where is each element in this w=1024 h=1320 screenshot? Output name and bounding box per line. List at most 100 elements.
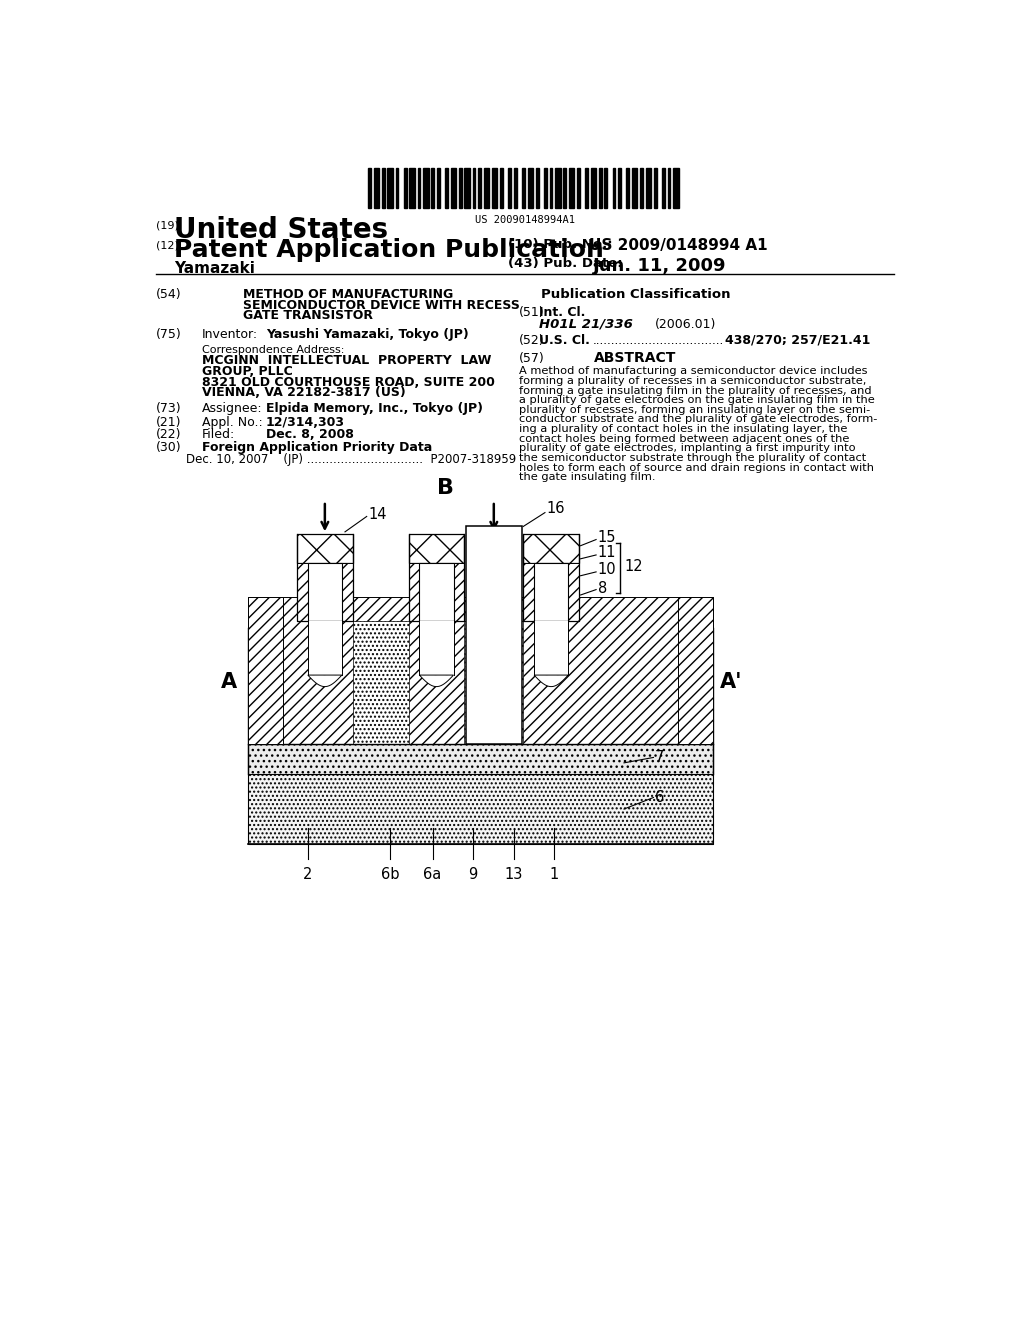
Text: ing a plurality of contact holes in the insulating layer, the: ing a plurality of contact holes in the … [519,424,848,434]
Bar [577,168,580,207]
Bar [473,168,475,207]
Bar [248,598,713,743]
Bar [464,622,523,743]
Text: 12: 12 [624,558,643,574]
Bar [544,168,547,207]
Text: Jun. 11, 2009: Jun. 11, 2009 [593,257,726,275]
Bar [374,168,379,207]
Bar [308,564,342,622]
Text: (19): (19) [156,220,179,230]
Bar [591,168,596,207]
Bar [523,535,579,564]
Text: 2: 2 [303,867,312,882]
Bar [478,168,481,207]
Bar [403,168,407,207]
Text: (73): (73) [156,401,181,414]
Bar [586,168,588,207]
Text: ...................................: ................................... [593,334,724,347]
Bar [297,535,352,564]
Bar [632,168,637,207]
Bar [382,168,385,207]
Text: Appl. No.:: Appl. No.: [202,416,262,429]
Bar [668,168,671,207]
Text: METHOD OF MANUFACTURING: METHOD OF MANUFACTURING [243,288,453,301]
Text: GATE TRANSISTOR: GATE TRANSISTOR [243,309,373,322]
Text: Correspondence Address:: Correspondence Address: [202,345,344,355]
Bar [423,168,429,207]
Bar [418,168,421,207]
Text: plurality of recesses, forming an insulating layer on the semi-: plurality of recesses, forming an insula… [519,405,870,414]
Text: US 20090148994A1: US 20090148994A1 [475,215,574,226]
Bar [445,168,447,207]
Text: Publication Classification: Publication Classification [541,288,730,301]
Text: (54): (54) [156,288,181,301]
Bar [627,168,629,207]
Text: (57): (57) [519,352,545,366]
Text: (43) Pub. Date:: (43) Pub. Date: [508,257,623,271]
Bar [527,168,534,207]
Bar [483,168,489,207]
Text: the gate insulating film.: the gate insulating film. [519,473,656,482]
Text: VIENNA, VA 22182-3817 (US): VIENNA, VA 22182-3817 (US) [202,387,406,400]
Bar [604,168,607,207]
Bar [248,598,283,743]
Text: (2006.01): (2006.01) [655,318,717,331]
Text: holes to form each of source and drain regions in contact with: holes to form each of source and drain r… [519,462,874,473]
Text: 8321 OLD COURTHOUSE ROAD, SUITE 200: 8321 OLD COURTHOUSE ROAD, SUITE 200 [202,376,495,388]
Bar [431,168,434,207]
Bar [673,168,679,207]
Bar [492,168,498,207]
Text: plurality of gate electrodes, implanting a first impurity into: plurality of gate electrodes, implanting… [519,444,856,453]
Bar [550,168,552,207]
Text: Elpida Memory, Inc., Tokyo (JP): Elpida Memory, Inc., Tokyo (JP) [266,401,483,414]
Polygon shape [535,675,568,686]
Bar [646,168,651,207]
Bar [654,168,656,207]
Text: 16: 16 [547,502,565,516]
Bar [568,168,574,207]
Text: GROUP, PLLC: GROUP, PLLC [202,364,293,378]
Bar [410,168,415,207]
Text: (52): (52) [519,334,545,347]
Text: Foreign Application Priority Data: Foreign Application Priority Data [202,441,432,454]
Text: 6b: 6b [381,867,399,882]
Text: U.S. Cl.: U.S. Cl. [539,334,590,347]
Text: United States: United States [174,216,389,244]
Text: 8: 8 [598,581,607,595]
Polygon shape [308,675,342,686]
Text: 438/270; 257/E21.41: 438/270; 257/E21.41 [725,334,870,347]
Text: (10) Pub. No.:: (10) Pub. No.: [508,239,617,252]
Text: Assignee:: Assignee: [202,401,262,414]
Bar [568,564,579,622]
Bar [420,622,454,675]
Text: conductor substrate and the plurality of gate electrodes, form-: conductor substrate and the plurality of… [519,414,878,425]
Bar [466,527,521,743]
Text: (75): (75) [156,327,181,341]
Bar [599,168,602,207]
Bar [409,564,420,622]
Text: B: B [437,478,455,498]
Text: Dec. 10, 2007    (JP) ...............................  P2007-318959: Dec. 10, 2007 (JP) .....................… [186,453,516,466]
Bar [500,168,503,207]
Text: 12/314,303: 12/314,303 [266,416,345,429]
Text: H01L 21/336: H01L 21/336 [539,318,633,331]
Text: Filed:: Filed: [202,428,234,441]
Text: A': A' [720,672,742,692]
Text: 9: 9 [468,867,477,882]
Bar [514,168,516,207]
Text: 6: 6 [655,789,665,805]
Text: Dec. 8, 2008: Dec. 8, 2008 [266,428,354,441]
Bar [248,775,713,843]
Bar [454,564,464,622]
Text: Inventor:: Inventor: [202,327,258,341]
Bar [352,622,409,743]
Text: US 2009/0148994 A1: US 2009/0148994 A1 [589,239,768,253]
Text: 15: 15 [598,529,616,545]
Text: forming a gate insulating film in the plurality of recesses, and: forming a gate insulating film in the pl… [519,385,872,396]
Text: 10: 10 [598,562,616,577]
Bar [535,622,568,675]
Bar [395,168,398,207]
Bar [459,168,462,207]
Text: 1: 1 [550,867,559,882]
Bar [342,564,352,622]
